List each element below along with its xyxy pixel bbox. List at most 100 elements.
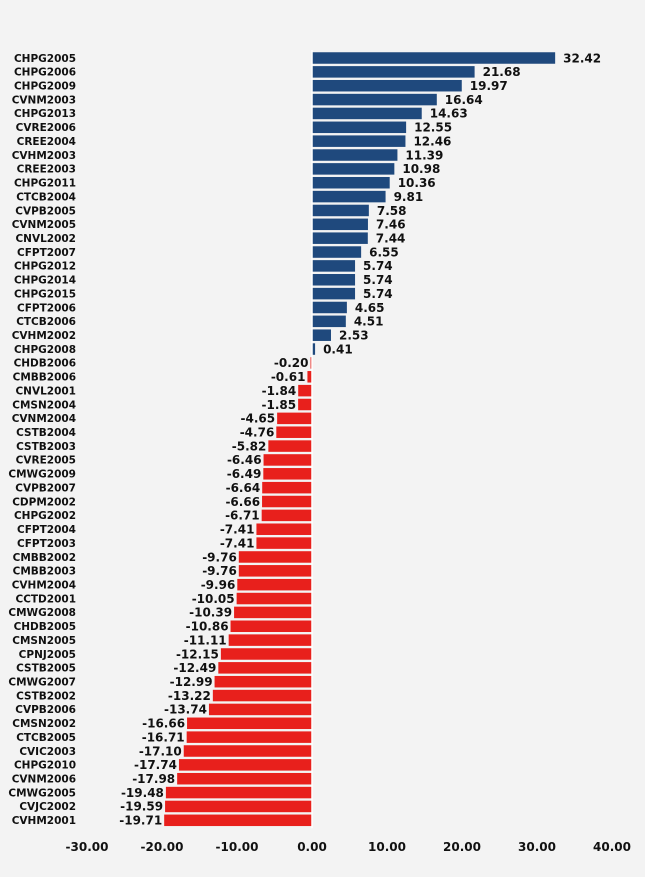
bar-CMSN2002 — [187, 717, 312, 730]
value-label: -6.66 — [225, 495, 260, 509]
category-label: CHPG2015 — [14, 288, 76, 300]
value-label: -1.85 — [262, 398, 297, 412]
x-axis-ticks: -30.00 -20.00 -10.00 0.00 10.00 20.00 30.00 40.… — [66, 840, 631, 854]
value-label: -12.15 — [176, 647, 219, 661]
bars-layer — [164, 50, 556, 829]
category-label: CVPB2007 — [15, 482, 76, 494]
bar-CMWG2009 — [263, 468, 312, 480]
bar-CTCB2005 — [186, 731, 312, 743]
bar-CREE2003 — [312, 163, 395, 175]
value-label: 11.39 — [405, 148, 443, 162]
category-label: CVPB2006 — [15, 704, 76, 716]
bar-CVNM2005 — [312, 218, 368, 231]
value-label: 12.46 — [413, 134, 451, 148]
bar-CHPG2009 — [312, 79, 462, 92]
category-label: CHPG2012 — [14, 261, 76, 273]
value-label: -10.39 — [189, 606, 232, 620]
category-label: CMSN2002 — [12, 718, 76, 730]
category-label: CHPG2014 — [14, 275, 76, 287]
value-label: -10.86 — [186, 620, 229, 634]
category-label: CSTB2002 — [16, 690, 76, 702]
bar-CHPG2015 — [312, 287, 356, 300]
category-label: CREE2003 — [17, 164, 76, 176]
bar-CVPB2007 — [262, 481, 312, 494]
category-label: CHPG2002 — [14, 510, 76, 522]
category-label: CNVL2001 — [15, 385, 76, 397]
bar-CSTB2005 — [218, 662, 312, 674]
value-label: -9.76 — [202, 564, 237, 578]
bar-CVHM2004 — [237, 578, 312, 591]
x-tick-label: -10.00 — [216, 840, 259, 854]
category-label: CVNM2005 — [12, 219, 76, 231]
bar-CVHM2003 — [312, 149, 398, 161]
category-label: CHPG2013 — [14, 108, 76, 120]
value-label: -12.99 — [170, 675, 213, 689]
value-label: 7.46 — [376, 218, 406, 232]
bar-CHPG2010 — [178, 759, 312, 771]
category-label: CCTD2001 — [15, 593, 76, 605]
category-label: CVRE2005 — [16, 455, 76, 467]
category-label: CNVL2002 — [15, 233, 76, 245]
category-label: CVHM2004 — [12, 579, 76, 591]
x-tick-label: 20.00 — [443, 840, 481, 854]
value-label: 7.44 — [376, 231, 406, 245]
bar-CHPG2005 — [312, 52, 556, 64]
value-label: -6.71 — [225, 509, 260, 523]
value-label: 10.36 — [398, 176, 436, 190]
value-label: 5.74 — [363, 273, 393, 287]
bar-CHPG2014 — [312, 274, 356, 286]
category-label: CSTB2004 — [16, 427, 76, 439]
bar-CMWG2005 — [165, 786, 312, 799]
value-label: -4.65 — [241, 412, 276, 426]
category-label: CVRE2006 — [16, 122, 76, 134]
category-label: CHPG2008 — [14, 344, 76, 356]
bar-CVPB2005 — [312, 204, 369, 217]
value-label: -17.74 — [134, 758, 177, 772]
value-label: -7.41 — [220, 523, 255, 537]
category-label: CHPG2011 — [14, 178, 76, 190]
category-label: CHPG2005 — [14, 53, 76, 65]
category-label: CHDB2005 — [14, 621, 76, 633]
category-label: CVHM2001 — [12, 815, 76, 827]
value-label: -9.96 — [201, 578, 236, 592]
bar-CVNM2003 — [312, 93, 437, 106]
value-label: -10.05 — [192, 592, 235, 606]
category-label: CDPM2002 — [12, 496, 76, 508]
category-label: CMBB2002 — [13, 552, 76, 564]
bar-CHPG2002 — [261, 509, 312, 522]
bar-CMBB2002 — [238, 551, 312, 563]
category-label: CMSN2004 — [12, 399, 76, 411]
x-tick-label: 40.00 — [593, 840, 631, 854]
bar-CVNM2006 — [177, 772, 312, 785]
value-label: -19.48 — [121, 786, 164, 800]
value-label: -6.64 — [226, 481, 261, 495]
bar-CMBB2003 — [238, 565, 312, 577]
category-label: CVHM2002 — [12, 330, 76, 342]
category-label: CFPT2003 — [17, 538, 76, 550]
category-label: CVNM2004 — [12, 413, 76, 425]
bar-CMSN2005 — [228, 634, 312, 646]
category-label: CTCB2005 — [16, 732, 76, 744]
bar-CDPM2002 — [262, 495, 312, 508]
bar-CVHM2002 — [312, 329, 331, 341]
category-label: CSTB2005 — [16, 663, 76, 675]
bar-CTCB2004 — [312, 190, 386, 203]
value-label: -17.98 — [132, 772, 175, 786]
value-label: -7.41 — [220, 536, 255, 550]
value-label: 7.58 — [377, 204, 407, 218]
category-label: CSTB2003 — [16, 441, 76, 453]
value-label: -13.74 — [164, 703, 207, 717]
category-label: CVPB2005 — [15, 205, 76, 217]
bar-CSTB2004 — [276, 426, 312, 438]
value-label: -1.84 — [262, 384, 297, 398]
bar-CVJC2002 — [165, 800, 312, 813]
value-label: 0.41 — [323, 342, 353, 356]
bar-CNVL2002 — [312, 232, 368, 244]
value-label: 21.68 — [483, 65, 521, 79]
x-tick-label: 10.00 — [368, 840, 406, 854]
category-label: CMWG2008 — [8, 607, 76, 619]
bar-CMSN2004 — [298, 398, 313, 411]
category-label: CVNM2006 — [12, 774, 76, 786]
